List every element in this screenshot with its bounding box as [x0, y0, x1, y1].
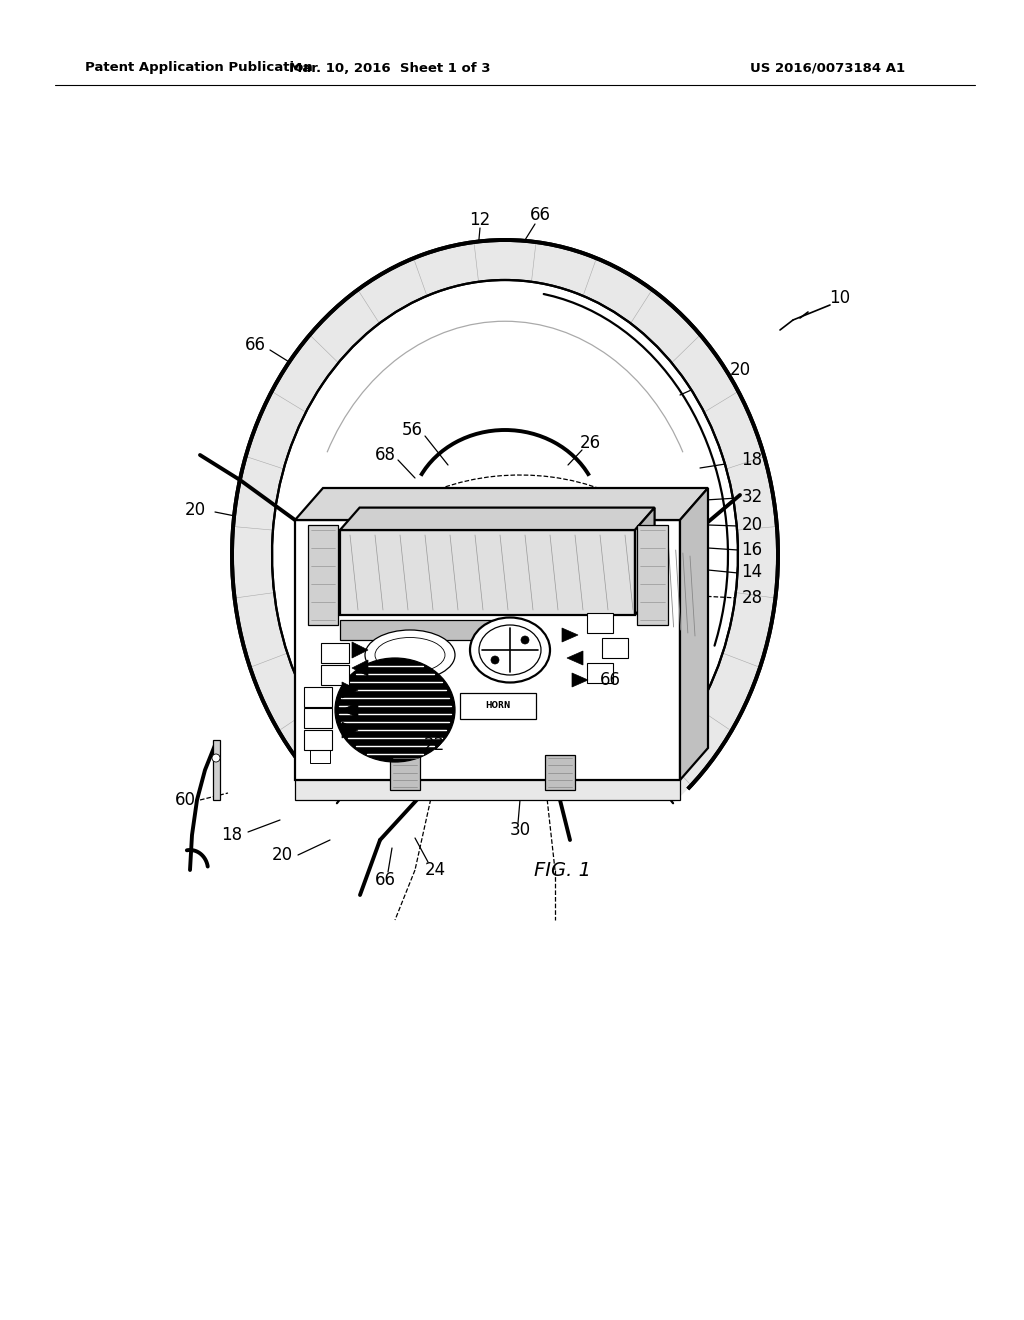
Text: 18: 18: [221, 826, 243, 843]
Polygon shape: [587, 612, 613, 634]
Text: 20: 20: [184, 502, 206, 519]
Polygon shape: [460, 693, 536, 719]
Polygon shape: [321, 665, 349, 685]
Text: 20: 20: [729, 360, 751, 379]
Polygon shape: [340, 508, 654, 531]
Polygon shape: [295, 780, 680, 800]
Text: 20: 20: [271, 846, 293, 865]
Polygon shape: [310, 748, 330, 763]
Text: 56: 56: [401, 421, 423, 440]
Text: 66: 66: [375, 871, 395, 888]
Polygon shape: [304, 686, 332, 708]
Text: HORN: HORN: [485, 701, 511, 710]
Text: 28: 28: [741, 589, 763, 607]
Text: 20: 20: [741, 516, 763, 535]
Ellipse shape: [490, 656, 499, 664]
Polygon shape: [390, 755, 420, 789]
Polygon shape: [340, 620, 520, 640]
Text: 60: 60: [174, 791, 196, 809]
Text: 68: 68: [375, 446, 395, 465]
Text: 14: 14: [741, 564, 763, 581]
Polygon shape: [680, 488, 708, 780]
Ellipse shape: [365, 630, 455, 680]
Polygon shape: [295, 488, 708, 520]
Text: 12: 12: [469, 211, 490, 228]
Text: Patent Application Publication: Patent Application Publication: [85, 62, 312, 74]
Polygon shape: [352, 660, 368, 676]
Text: 32: 32: [741, 488, 763, 506]
Text: 24: 24: [424, 861, 445, 879]
Polygon shape: [321, 643, 349, 663]
Polygon shape: [567, 651, 583, 665]
Ellipse shape: [335, 657, 455, 762]
Ellipse shape: [521, 636, 529, 644]
Polygon shape: [304, 730, 332, 750]
Text: 66: 66: [599, 671, 621, 689]
Polygon shape: [295, 520, 680, 780]
Text: 10: 10: [829, 289, 851, 308]
Polygon shape: [340, 531, 635, 615]
Ellipse shape: [470, 618, 550, 682]
Polygon shape: [545, 755, 575, 789]
Text: 30: 30: [509, 821, 530, 840]
Text: FIG. 1: FIG. 1: [534, 861, 591, 879]
Polygon shape: [602, 638, 628, 657]
Text: 22: 22: [423, 737, 444, 754]
Text: 26: 26: [580, 434, 600, 451]
Text: Mar. 10, 2016  Sheet 1 of 3: Mar. 10, 2016 Sheet 1 of 3: [289, 62, 490, 74]
Polygon shape: [572, 673, 588, 686]
Polygon shape: [635, 508, 654, 615]
Polygon shape: [342, 682, 358, 698]
Polygon shape: [637, 525, 668, 624]
Text: 18: 18: [741, 451, 763, 469]
Text: US 2016/0073184 A1: US 2016/0073184 A1: [750, 62, 905, 74]
Polygon shape: [342, 722, 358, 738]
Polygon shape: [587, 663, 613, 682]
Polygon shape: [352, 642, 368, 657]
Ellipse shape: [212, 754, 220, 762]
Polygon shape: [232, 240, 778, 804]
Text: 16: 16: [741, 541, 763, 558]
Polygon shape: [562, 628, 578, 642]
Ellipse shape: [230, 235, 780, 875]
Polygon shape: [304, 708, 332, 729]
Text: 66: 66: [529, 206, 551, 224]
Polygon shape: [342, 702, 358, 718]
Polygon shape: [213, 741, 220, 800]
Polygon shape: [308, 525, 338, 624]
Text: 66: 66: [245, 337, 265, 354]
